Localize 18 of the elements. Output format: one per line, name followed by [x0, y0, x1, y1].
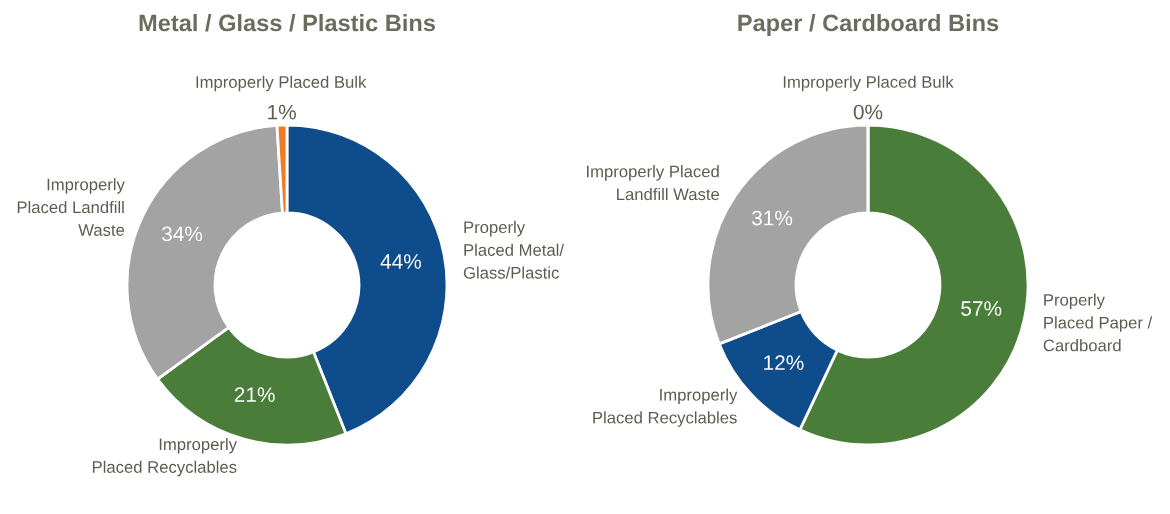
category-label: Improperly Placed Bulk	[783, 75, 954, 92]
slice-label: Improperly Placed Recyclables	[92, 437, 237, 477]
data-label: 57%	[961, 301, 1002, 316]
slice-label: Improperly Placed Bulk	[196, 75, 367, 92]
chart-title: Paper / Cardboard Bins	[738, 14, 999, 37]
data-label: 12%	[764, 355, 804, 370]
data-label: 44%	[380, 254, 422, 269]
data-label: 31%	[752, 210, 793, 226]
data-label: 21%	[234, 387, 275, 402]
chart-title: Metal / Glass / Plastic Bins	[139, 14, 435, 32]
text: 0%	[853, 104, 883, 120]
data-label: 1%	[268, 104, 296, 120]
slice-label: Properly Placed Metal/ Glass/Plastic	[463, 220, 564, 279]
slice-label: Improperly Placed Landfill Waste	[17, 178, 125, 236]
slice-label: Improperly Placed Landfill Waste	[587, 165, 720, 201]
slice-label: Properly Placed Paper / Cardboard	[1043, 293, 1153, 352]
slice-label: Improperly Placed Recyclables	[593, 388, 738, 427]
data-label: 34%	[161, 226, 203, 242]
